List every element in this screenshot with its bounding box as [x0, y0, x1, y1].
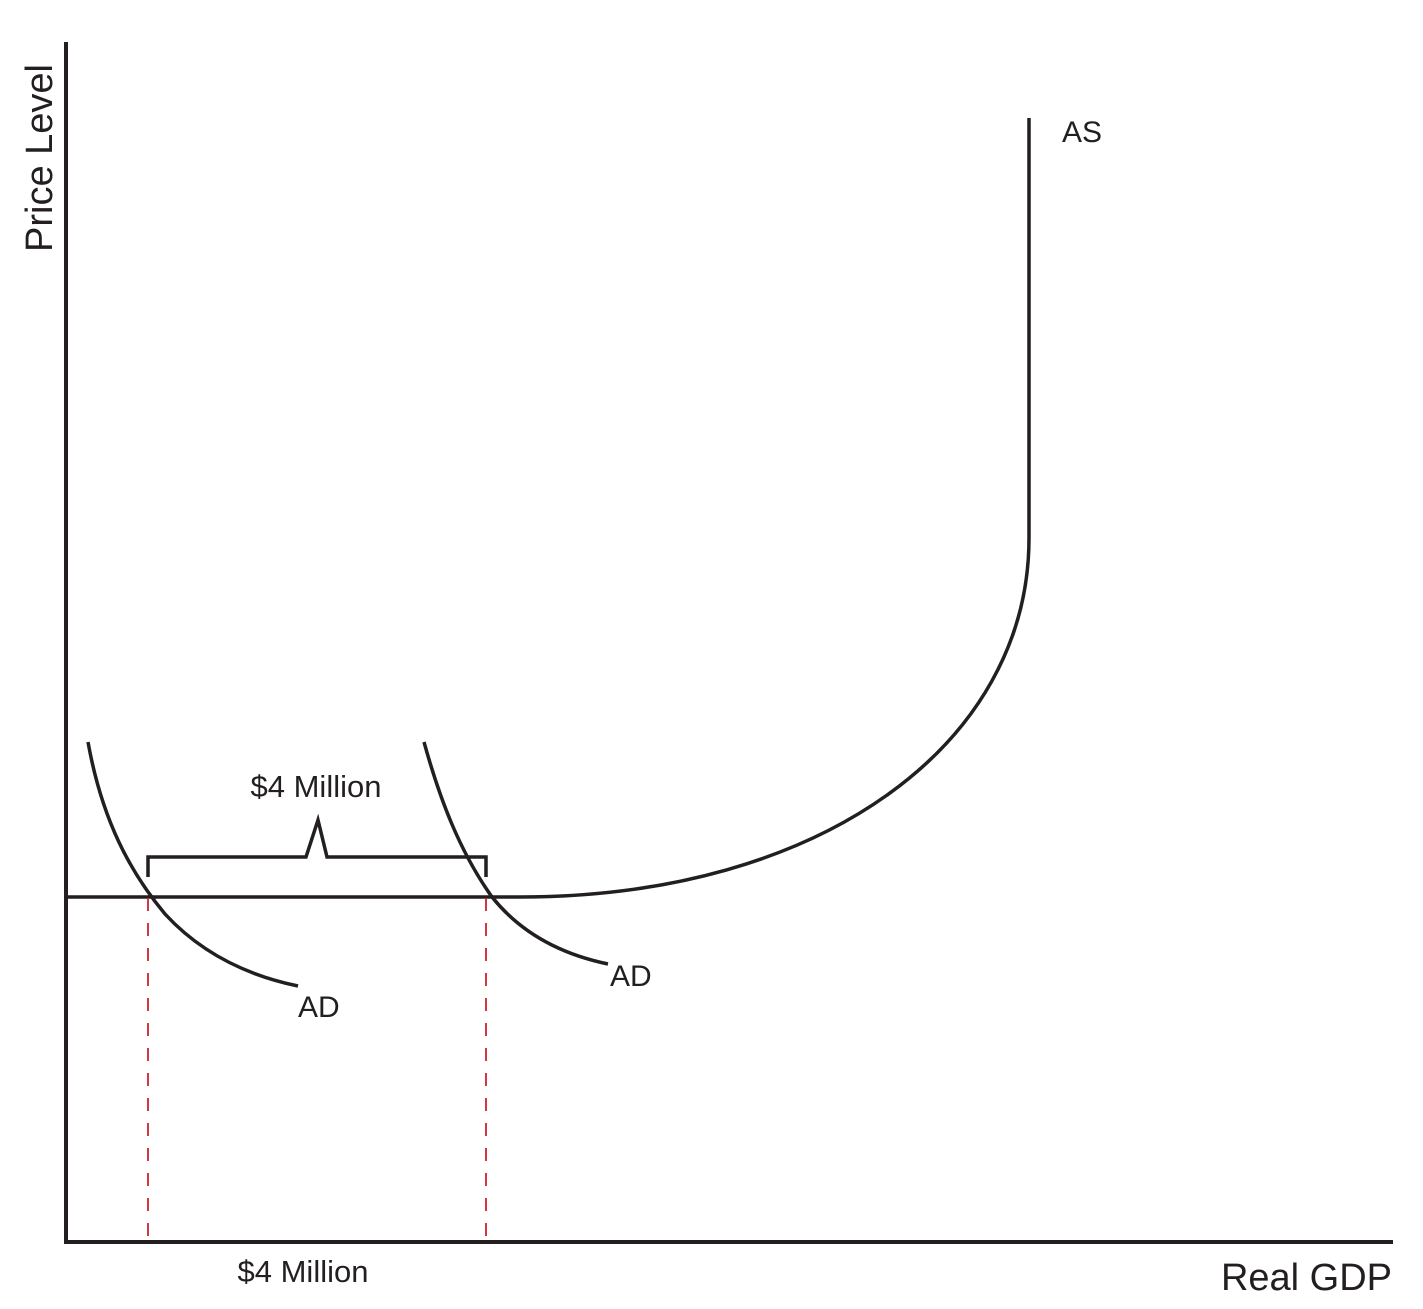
y-axis-label: Price Level — [19, 64, 61, 252]
x-gap-label: $4 Million — [238, 1254, 369, 1289]
as-curve — [66, 118, 1031, 899]
shift-bracket — [146, 813, 488, 877]
x-axis-label: Real GDP — [1221, 1257, 1392, 1299]
ad-curve-left-label: AD — [298, 991, 340, 1024]
ad-curve-right-label: AD — [610, 960, 652, 993]
bracket-label: $4 Million — [251, 769, 382, 804]
as-curve-label: AS — [1062, 116, 1102, 149]
ad-curve-right — [422, 741, 609, 966]
ad-curve-left — [86, 741, 299, 988]
